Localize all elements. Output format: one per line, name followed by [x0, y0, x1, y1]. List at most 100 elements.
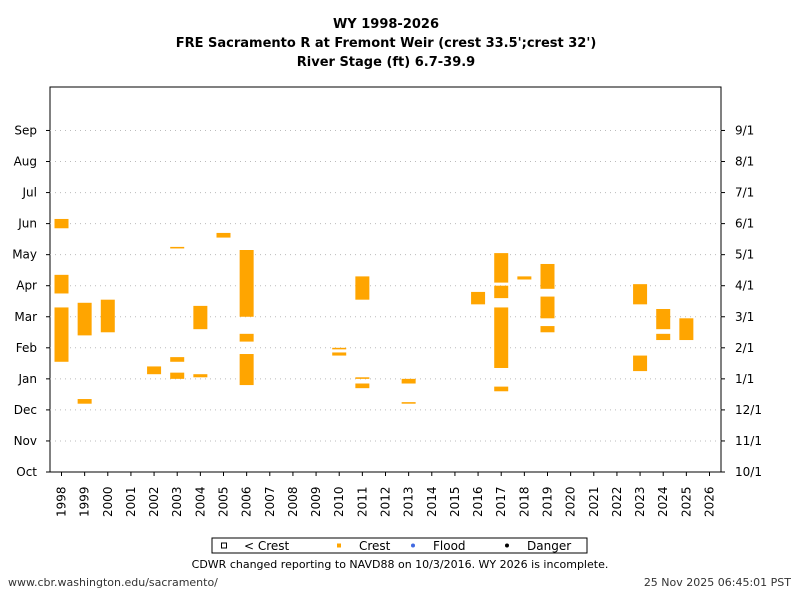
crest-bar	[77, 302, 92, 336]
crest-bar	[517, 276, 532, 280]
legend-marker-below-crest	[221, 542, 227, 549]
x-tick-label: 2004	[193, 486, 207, 517]
y-tick-label: Jan	[18, 372, 38, 386]
x-tick-label: 2002	[147, 486, 161, 517]
y-right-tick-label: 12/1	[735, 403, 762, 417]
y-right-tick-label: 6/1	[735, 217, 754, 231]
x-tick-label: 2021	[587, 486, 601, 517]
crest-bar	[656, 333, 671, 341]
x-tick-label: 2012	[379, 486, 393, 517]
crest-bar	[401, 378, 416, 384]
crest-bar	[170, 246, 185, 249]
title-line-2: FRE Sacramento R at Fremont Weir (crest …	[176, 36, 597, 51]
legend-marker-danger	[505, 543, 509, 548]
crest-bar	[77, 399, 92, 404]
crest-bar	[401, 402, 416, 404]
y-tick-label: Jun	[17, 217, 37, 231]
x-tick-label: 2005	[217, 486, 231, 517]
x-tick-label: 2006	[240, 486, 254, 517]
legend-marker-flood	[411, 543, 415, 548]
crest-bar	[494, 307, 509, 368]
y-right-tick-label: 9/1	[735, 123, 754, 137]
x-tick-label: 2000	[101, 486, 115, 517]
legend-label: Danger	[527, 539, 571, 553]
x-tick-label: 2025	[679, 486, 693, 517]
crest-bar	[54, 307, 69, 362]
crest-bar	[540, 263, 555, 289]
y-tick-label: Feb	[16, 341, 37, 355]
crest-bar	[633, 355, 648, 372]
y-right-tick-label: 8/1	[735, 155, 754, 169]
y-tick-label: Oct	[16, 465, 37, 479]
y-tick-label: Sep	[14, 123, 37, 137]
x-tick-label: 2023	[633, 486, 647, 517]
crest-bar	[170, 357, 185, 362]
source-url: www.cbr.washington.edu/sacramento/	[8, 576, 218, 589]
legend-box	[211, 537, 588, 554]
crest-bar	[193, 305, 208, 330]
timestamp: 25 Nov 2025 06:45:01 PST	[643, 576, 791, 589]
y-tick-label: Mar	[14, 310, 37, 324]
x-tick-label: 2007	[263, 486, 277, 517]
crest-bar	[633, 284, 648, 305]
legend-label: Flood	[433, 539, 466, 553]
x-tick-label: 2017	[494, 486, 508, 517]
crest-bar	[170, 372, 185, 379]
crest-bar	[540, 296, 555, 319]
y-right-tick-label: 1/1	[735, 372, 754, 386]
legend-label: < Crest	[244, 539, 290, 553]
x-tick-label: 2010	[332, 486, 346, 517]
crest-bar	[193, 374, 208, 378]
x-tick-label: 2026	[703, 486, 717, 517]
y-tick-label: Aug	[14, 155, 37, 169]
crest-bar	[54, 218, 69, 221]
legend-label: Crest	[359, 539, 391, 553]
x-tick-label: 2009	[309, 486, 323, 517]
title-line-1: WY 1998-2026	[333, 17, 439, 32]
legend: < Crest Crest Flood Danger	[211, 537, 588, 554]
x-tick-label: 2016	[471, 486, 485, 517]
y-tick-label: Apr	[16, 279, 37, 293]
crest-bar	[656, 308, 671, 330]
y-axis-right: 10/1 11/1 12/1 1/1 2/1 3/1 4/1 5/1 6/1 7/1 8/1 9/1	[721, 123, 762, 479]
legend-marker-crest	[337, 543, 341, 548]
y-tick-label: Dec	[14, 403, 37, 417]
x-tick-label: 2014	[425, 486, 439, 517]
x-tick-label: 2003	[170, 486, 184, 517]
crest-bar	[147, 366, 162, 375]
crest-bar	[355, 377, 370, 379]
chart-note: CDWR changed reporting to NAVD88 on 10/3…	[192, 558, 609, 571]
x-tick-label: 2022	[610, 486, 624, 517]
y-right-tick-label: 2/1	[735, 341, 754, 355]
crest-bar	[355, 383, 370, 389]
x-tick-label: 1999	[78, 486, 92, 517]
y-right-tick-label: 7/1	[735, 186, 754, 200]
y-right-tick-label: 3/1	[735, 310, 754, 324]
crest-bars	[54, 218, 694, 404]
y-right-tick-label: 10/1	[735, 465, 762, 479]
y-tick-label: May	[12, 248, 37, 262]
x-tick-label: 2001	[124, 486, 138, 517]
crest-bar	[494, 285, 509, 299]
crest-bar	[494, 386, 509, 392]
x-tick-label: 1998	[55, 486, 69, 517]
crest-bar	[540, 326, 555, 333]
x-tick-label: 2024	[656, 486, 670, 517]
crest-bar	[471, 291, 486, 305]
title-line-3: River Stage (ft) 6.7-39.9	[297, 55, 475, 70]
plot-area	[49, 86, 722, 473]
crest-bar	[239, 250, 254, 317]
x-tick-label: 2015	[448, 486, 462, 517]
crest-bar	[494, 253, 509, 283]
crest-bar	[54, 274, 69, 294]
y-right-tick-label: 5/1	[735, 248, 754, 262]
crest-bar	[355, 276, 370, 300]
chart-title: WY 1998-2026 FRE Sacramento R at Fremont …	[176, 17, 597, 70]
crest-bar	[54, 220, 69, 229]
y-right-tick-label: 11/1	[735, 434, 762, 448]
crest-bar	[332, 347, 347, 350]
y-tick-label: Jul	[22, 186, 37, 200]
x-axis: 1998 1999 2000 2001 2002 2003 2004 2005 2006 2007…	[55, 472, 717, 517]
y-right-tick-label: 4/1	[735, 279, 754, 293]
x-tick-label: 2018	[517, 486, 531, 517]
